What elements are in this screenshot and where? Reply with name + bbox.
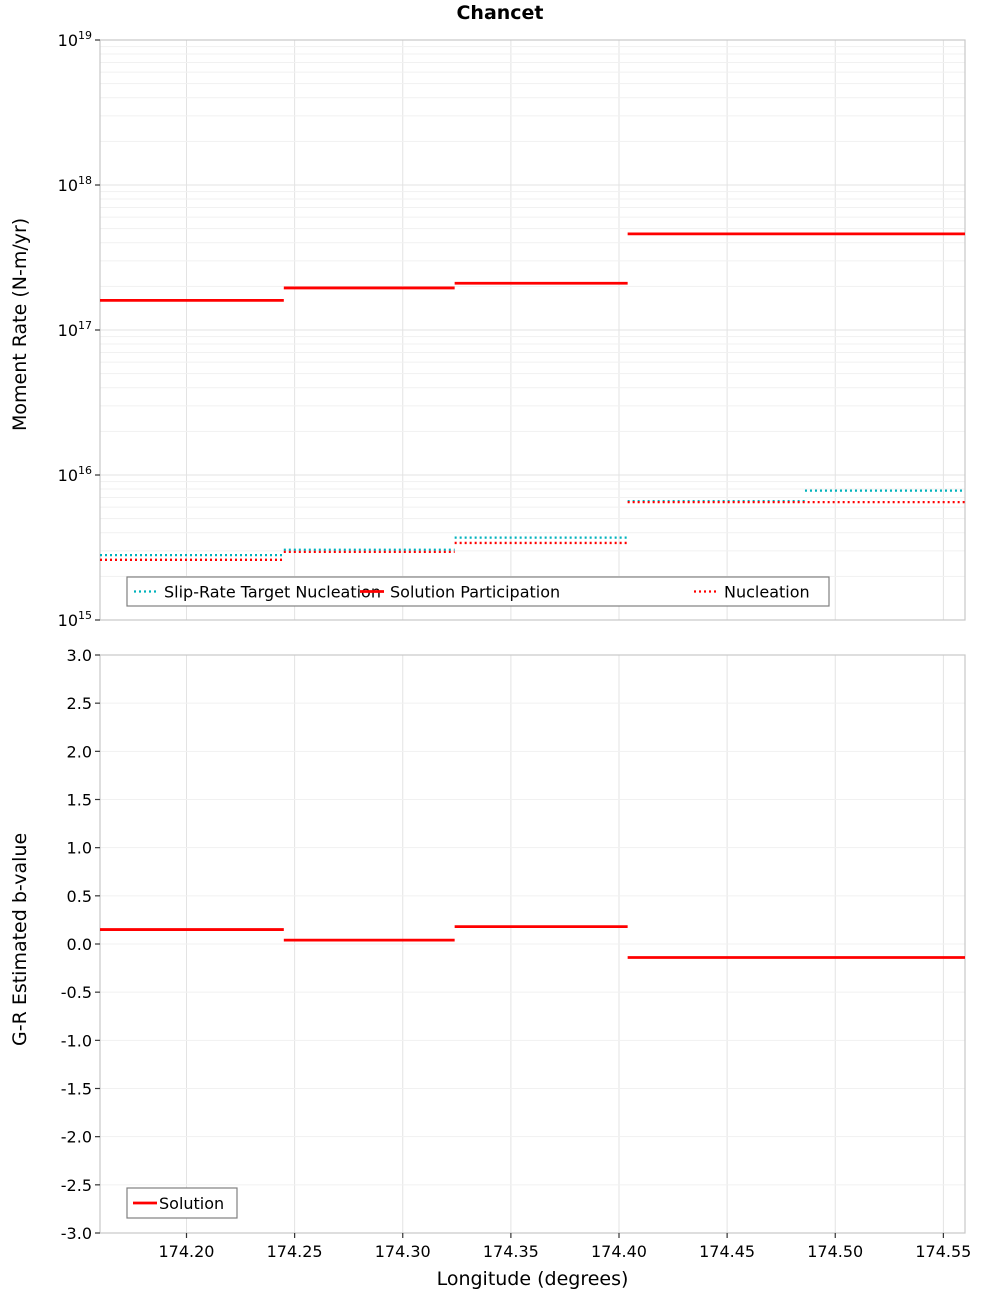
x-tick-label: 174.20 bbox=[159, 1242, 215, 1261]
legend-label: Nucleation bbox=[724, 583, 810, 602]
legend: Slip-Rate Target Nucleation Solution Part… bbox=[126, 576, 830, 607]
y-tick-label: 1015 bbox=[58, 609, 92, 630]
x-axis-label: Longitude (degrees) bbox=[436, 1268, 629, 1290]
legend-box bbox=[126, 576, 830, 607]
gridlines bbox=[100, 40, 965, 620]
chart-title: Chancet bbox=[456, 2, 544, 24]
y-tick-label: -1.5 bbox=[61, 1080, 92, 1099]
y-tick-label: 1016 bbox=[58, 464, 92, 485]
x-tick-label: 174.40 bbox=[591, 1242, 647, 1261]
y-tick-label: -2.0 bbox=[61, 1128, 92, 1147]
x-tick-label: 174.30 bbox=[375, 1242, 431, 1261]
y-tick-label: 2.0 bbox=[67, 742, 92, 761]
y-axis-ticks: 1015 1016 1017 1018 1019 bbox=[58, 29, 100, 630]
x-tick-label: 174.55 bbox=[915, 1242, 971, 1261]
y-tick-label: -2.5 bbox=[61, 1176, 92, 1195]
y-axis-ticks: 3.0 2.5 2.0 1.5 1.0 0.5 0.0 -0.5 -1.0 -1.5 -2.0 -2.… bbox=[61, 646, 100, 1243]
x-tick-label: 174.50 bbox=[807, 1242, 863, 1261]
y-tick-label: 2.5 bbox=[67, 694, 92, 713]
y-tick-label: 1018 bbox=[58, 174, 92, 195]
y-tick-label: 0.5 bbox=[67, 887, 92, 906]
legend-label: Solution Participation bbox=[390, 583, 560, 602]
y-tick-label: 0.0 bbox=[67, 935, 92, 954]
y-tick-label: 1019 bbox=[58, 29, 92, 50]
y-tick-label: -3.0 bbox=[61, 1224, 92, 1243]
legend: Solution bbox=[126, 1187, 238, 1219]
series-solution-participation bbox=[100, 232, 965, 302]
y-tick-label: -1.0 bbox=[61, 1031, 92, 1050]
legend-label: Slip-Rate Target Nucleation bbox=[164, 583, 381, 602]
series-solution bbox=[100, 925, 965, 959]
x-tick-label: 174.35 bbox=[483, 1242, 539, 1261]
x-tick-label: 174.45 bbox=[699, 1242, 755, 1261]
y-tick-label: 1.5 bbox=[67, 791, 92, 810]
series-nucleation bbox=[100, 500, 965, 561]
y-tick-label: 3.0 bbox=[67, 646, 92, 665]
gridlines bbox=[100, 655, 965, 1233]
bottom-plot: 3.0 2.5 2.0 1.5 1.0 0.5 0.0 -0.5 -1.0 -1.5 -2.0 -2.… bbox=[61, 646, 972, 1261]
series-slip-rate-target-nucleation bbox=[100, 489, 965, 557]
x-tick-label: 174.25 bbox=[267, 1242, 323, 1261]
y-tick-label: -0.5 bbox=[61, 983, 92, 1002]
top-plot: 1015 1016 1017 1018 1019 Slip-Rate Target Nuc… bbox=[58, 29, 966, 630]
x-axis-ticks: 174.20 174.25 174.30 174.35 174.40 174.45 174.… bbox=[159, 1233, 971, 1261]
legend-label: Solution bbox=[159, 1194, 224, 1213]
y-tick-label: 1017 bbox=[58, 319, 92, 340]
y-tick-label: 1.0 bbox=[67, 839, 92, 858]
